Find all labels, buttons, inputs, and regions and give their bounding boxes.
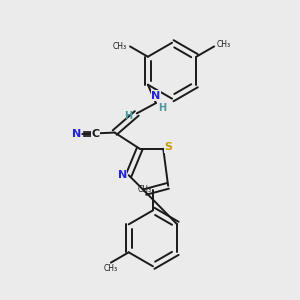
Text: CH₃: CH₃	[104, 264, 118, 273]
Text: N: N	[118, 170, 127, 180]
Text: CH₃: CH₃	[217, 40, 231, 50]
Text: C: C	[92, 129, 100, 139]
Text: CH₃: CH₃	[113, 42, 127, 51]
Text: H: H	[124, 111, 133, 122]
Text: N: N	[72, 129, 81, 139]
Text: CH₃: CH₃	[137, 185, 152, 194]
Text: S: S	[165, 142, 172, 152]
Text: N: N	[151, 91, 160, 101]
Text: H: H	[158, 103, 166, 112]
